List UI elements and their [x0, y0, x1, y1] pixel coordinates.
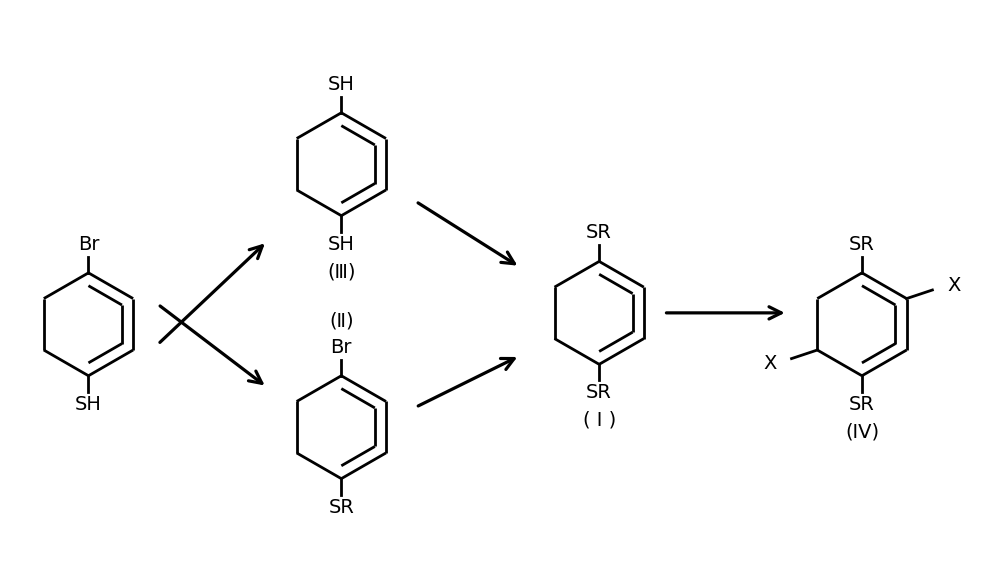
Text: SR: SR: [849, 235, 875, 254]
Text: SH: SH: [328, 75, 355, 94]
Text: Br: Br: [331, 338, 352, 357]
Text: (Ⅱ): (Ⅱ): [329, 312, 354, 331]
Text: SR: SR: [328, 498, 354, 517]
Text: SR: SR: [849, 395, 875, 414]
Text: Br: Br: [78, 235, 99, 254]
Text: X: X: [948, 276, 961, 295]
Text: SR: SR: [586, 383, 612, 403]
Text: SH: SH: [328, 235, 355, 254]
Text: SR: SR: [586, 223, 612, 242]
Text: SH: SH: [75, 395, 102, 414]
Text: (Ⅲ): (Ⅲ): [327, 262, 356, 281]
Text: X: X: [763, 354, 776, 373]
Text: ( I ): ( I ): [583, 411, 616, 430]
Text: (IV): (IV): [845, 422, 879, 441]
